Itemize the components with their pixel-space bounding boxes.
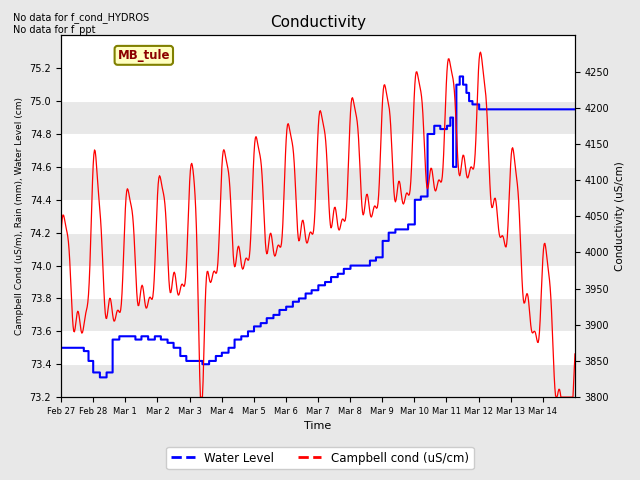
Bar [61, 101, 575, 134]
Campbell cond (uS/cm) [571, 351, 579, 357]
Water Level [57, 345, 65, 351]
Bar [61, 233, 575, 265]
Text: No data for f_cond_HYDROS
No data for f_ppt: No data for f_cond_HYDROS No data for f_… [13, 12, 149, 36]
Water Level [571, 107, 579, 112]
Line: Water Level: Water Level [61, 76, 575, 377]
Water Level [118, 334, 126, 339]
Campbell cond (uS/cm) [212, 270, 220, 276]
Legend: Water Level, Campbell cond (uS/cm): Water Level, Campbell cond (uS/cm) [166, 447, 474, 469]
Campbell cond (uS/cm) [196, 394, 204, 400]
Water Level [456, 73, 463, 79]
Campbell cond (uS/cm) [371, 204, 379, 209]
Bar [61, 364, 575, 397]
Water Level [238, 334, 246, 339]
Campbell cond (uS/cm) [400, 200, 408, 205]
Line: Campbell cond (uS/cm): Campbell cond (uS/cm) [61, 52, 575, 397]
Water Level [371, 258, 379, 264]
Bar [61, 167, 575, 200]
Y-axis label: Campbell Cond (uS/m), Rain (mm), Water Level (cm): Campbell Cond (uS/m), Rain (mm), Water L… [15, 97, 24, 335]
Water Level [400, 227, 408, 232]
Bar [61, 299, 575, 331]
Text: MB_tule: MB_tule [118, 49, 170, 62]
Y-axis label: Conductivity (uS/cm): Conductivity (uS/cm) [615, 161, 625, 271]
Campbell cond (uS/cm) [118, 301, 125, 307]
Campbell cond (uS/cm) [257, 163, 265, 169]
Title: Conductivity: Conductivity [270, 15, 366, 30]
Campbell cond (uS/cm) [477, 49, 484, 55]
Water Level [257, 320, 265, 326]
Water Level [212, 353, 220, 359]
Water Level [96, 374, 104, 380]
X-axis label: Time: Time [305, 421, 332, 432]
Campbell cond (uS/cm) [57, 234, 65, 240]
Campbell cond (uS/cm) [238, 264, 246, 270]
